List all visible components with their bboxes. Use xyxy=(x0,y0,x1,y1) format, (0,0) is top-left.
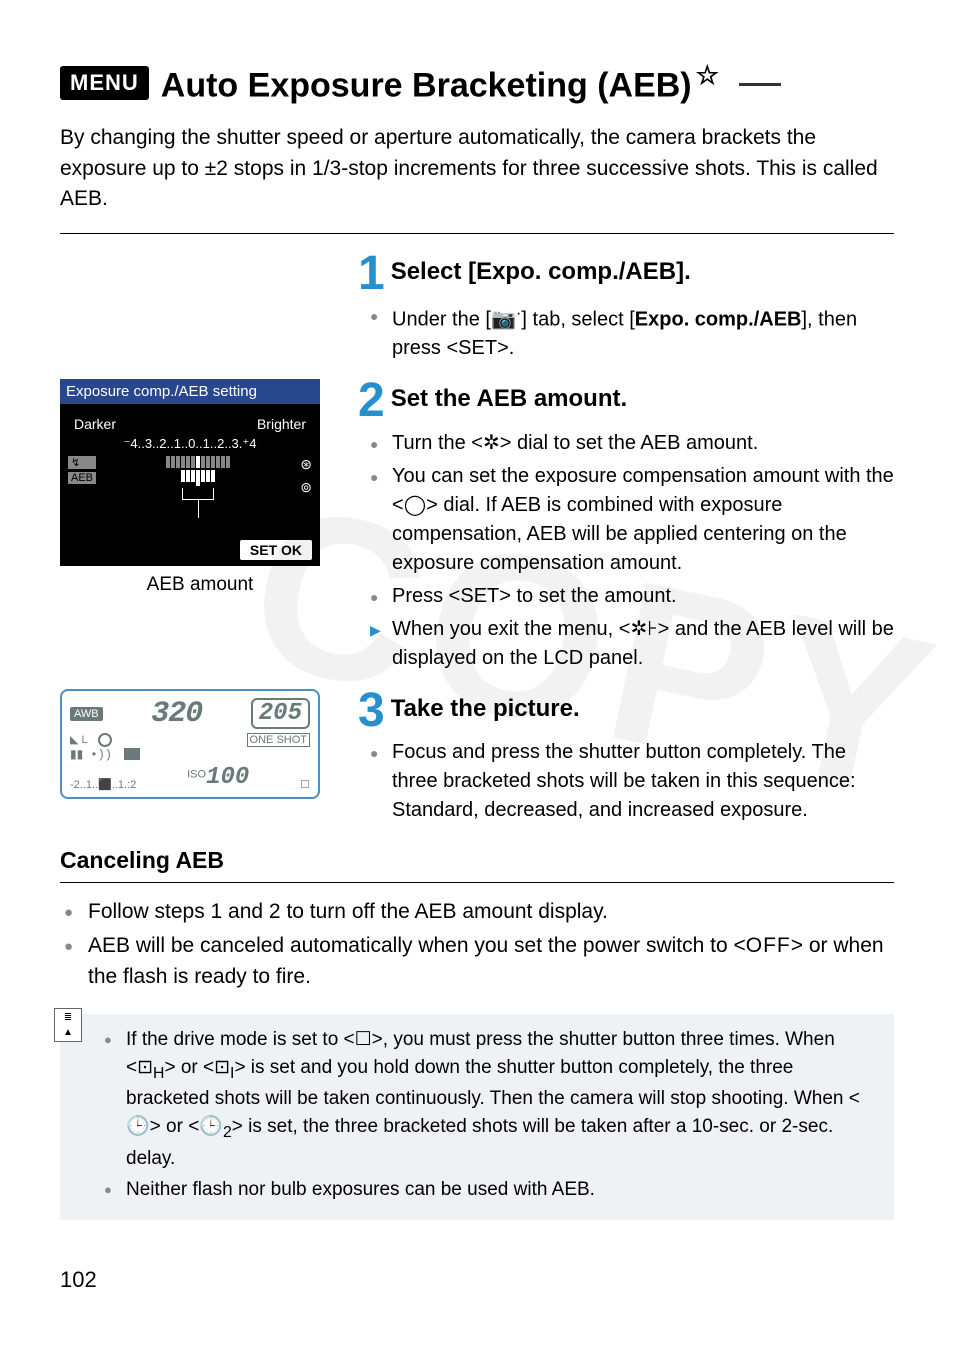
page: MENU Auto Exposure Bracketing (AEB)☆ By … xyxy=(0,0,954,1220)
cancel-list: Follow steps 1 and 2 to turn off the AEB… xyxy=(60,897,894,992)
step-title: Set the AEB amount. xyxy=(391,385,627,413)
shutter-value: 320 xyxy=(151,697,202,731)
bullet: Turn the <✲> dial to set the AEB amount. xyxy=(370,429,894,458)
sub-dial-icon: ⊚ xyxy=(300,479,312,496)
note-box: ≣ ▲ If the drive mode is set to <☐>, you… xyxy=(60,1014,894,1220)
step-2: Exposure comp./AEB setting Darker Bright… xyxy=(60,379,894,676)
lcd-scale: ⁻4..3..2..1..0..1..2..3.⁺4 xyxy=(68,432,312,456)
note-icon: ≣ ▲ xyxy=(54,1008,82,1042)
lcd-ticks-top xyxy=(102,456,294,468)
step-number: 2 xyxy=(358,379,385,422)
step-number: 1 xyxy=(358,252,385,295)
lcd-menu-screenshot: Exposure comp./AEB setting Darker Bright… xyxy=(60,379,320,566)
shots-remaining: 205 xyxy=(251,698,310,729)
top-lcd-illustration: AWB 320 205 ◣ L ONE SHOT ▮▮ •)) -2..1..⬛… xyxy=(60,689,320,799)
set-ok-badge: SET OK xyxy=(240,540,312,560)
title-row: MENU Auto Exposure Bracketing (AEB)☆ xyxy=(60,60,894,105)
page-number: 102 xyxy=(60,1267,97,1293)
drive-icon: ☐ xyxy=(300,778,310,791)
quality-label: ◣ L xyxy=(70,733,88,746)
intro-paragraph: By changing the shutter speed or apertur… xyxy=(60,123,894,233)
darker-label: Darker xyxy=(74,416,116,432)
note-item: If the drive mode is set to <☐>, you mus… xyxy=(104,1026,880,1172)
star-icon: ☆ xyxy=(696,60,719,90)
step-title: Take the picture. xyxy=(391,695,580,723)
main-dial-icon: ⊛ xyxy=(300,456,312,473)
iso-value: 100 xyxy=(206,764,249,791)
badge: ↯ xyxy=(68,456,96,469)
lcd-side-icons: ⊛ ⊚ xyxy=(300,456,312,496)
aeb-caption: AEB amount xyxy=(60,574,340,596)
title-rule xyxy=(739,83,781,86)
meter-icon xyxy=(98,733,112,747)
battery-icon: ▮▮ •)) xyxy=(70,747,112,762)
bullet: Focus and press the shutter button compl… xyxy=(370,738,894,825)
bullet-arrow: When you exit the menu, <✲⊦> and the AEB… xyxy=(370,615,894,673)
bullet: Under the [📷·] tab, select [Expo. comp./… xyxy=(370,301,894,364)
cancel-item: AEB will be canceled automatically when … xyxy=(60,931,894,992)
step-2-bullets: Turn the <✲> dial to set the AEB amount.… xyxy=(358,429,894,673)
lcd-ok-row: SET OK xyxy=(68,542,312,558)
one-shot-badge: ONE SHOT xyxy=(247,733,310,747)
step-title: Select [Expo. comp./AEB]. xyxy=(391,258,691,286)
brighter-label: Brighter xyxy=(257,416,306,432)
lcd-title: Exposure comp./AEB setting xyxy=(60,379,320,404)
canceling-heading: Canceling AEB xyxy=(60,847,894,883)
step-number: 3 xyxy=(358,689,385,732)
step-3: AWB 320 205 ◣ L ONE SHOT ▮▮ •)) -2..1..⬛… xyxy=(60,689,894,829)
bullet: Press <SET> to set the amount. xyxy=(370,582,894,611)
lcd-left-badges: ↯ AEB xyxy=(68,456,96,484)
page-title: Auto Exposure Bracketing (AEB)☆ xyxy=(161,60,719,105)
badge: AEB xyxy=(68,472,96,484)
note-item: Neither flash nor bulb exposures can be … xyxy=(104,1176,880,1204)
exposure-scale: -2..1..⬛..1.:2 xyxy=(70,778,136,791)
iso-label: ISO xyxy=(187,768,206,780)
aeb-icon xyxy=(124,748,140,760)
cancel-item: Follow steps 1 and 2 to turn off the AEB… xyxy=(60,897,894,927)
step-1: 1 Select [Expo. comp./AEB]. Under the [📷… xyxy=(60,252,894,368)
title-text: Auto Exposure Bracketing (AEB) xyxy=(161,66,692,104)
awb-badge: AWB xyxy=(70,707,103,721)
lcd-ticks-bottom xyxy=(102,470,294,486)
aeb-range-indicator xyxy=(132,488,264,518)
step-1-bullets: Under the [📷·] tab, select [Expo. comp./… xyxy=(358,301,894,364)
menu-badge: MENU xyxy=(60,66,149,100)
step-3-bullets: Focus and press the shutter button compl… xyxy=(358,738,894,825)
bullet: You can set the exposure compensation am… xyxy=(370,462,894,578)
